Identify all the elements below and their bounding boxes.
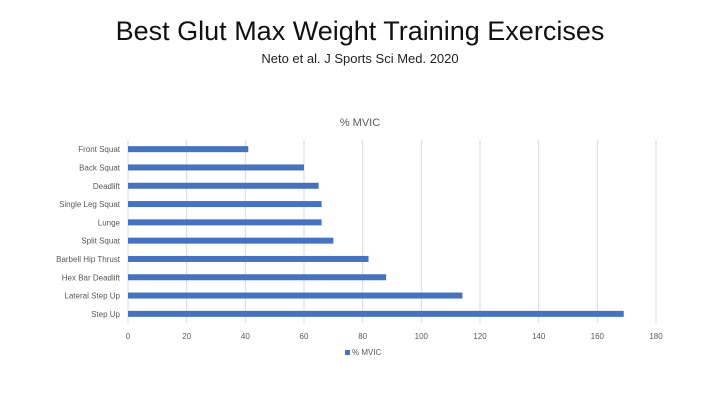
bar (128, 219, 322, 226)
bar (128, 274, 387, 281)
category-label: Deadlift (93, 182, 121, 191)
x-tick-label: 120 (473, 332, 487, 341)
category-label: Lateral Step Up (64, 292, 120, 301)
bar (128, 201, 322, 208)
bar (128, 182, 319, 189)
legend-label: % MVIC (352, 348, 382, 357)
x-tick-label: 0 (126, 332, 131, 341)
category-label: Step Up (91, 310, 120, 319)
chart-title: % MVIC (340, 117, 380, 129)
slide-title: Best Glut Max Weight Training Exercises (115, 16, 605, 46)
legend-swatch (345, 350, 350, 355)
category-label: Back Squat (79, 163, 121, 172)
x-tick-label: 20 (182, 332, 191, 341)
category-labels: Front Squat Back Squat Deadlift Single Leg … (56, 145, 121, 319)
bar (128, 310, 624, 317)
x-tick-label: 100 (415, 332, 429, 341)
category-label: Lunge (98, 218, 121, 227)
bar (128, 164, 304, 171)
x-tick-label: 80 (358, 332, 367, 341)
x-tick-labels: 0 20 40 60 80 100 120 140 160 180 (126, 332, 663, 341)
x-tick-label: 180 (649, 332, 663, 341)
x-tick-label: 60 (300, 332, 309, 341)
slide-subtitle: Neto et al. J Sports Sci Med. 2020 (261, 51, 459, 66)
category-label: Hex Bar Deadlift (62, 273, 121, 282)
bar (128, 146, 249, 153)
x-tick-label: 160 (591, 332, 605, 341)
category-label: Barbell Hip Thrust (56, 255, 121, 264)
x-tick-label: 40 (241, 332, 250, 341)
bar (128, 292, 463, 299)
bar-layer (128, 146, 624, 317)
bar (128, 255, 369, 262)
category-label: Split Squat (81, 237, 120, 246)
bar (128, 237, 334, 244)
category-label: Single Leg Squat (59, 200, 121, 209)
legend: % MVIC (345, 348, 382, 357)
category-label: Front Squat (78, 145, 121, 154)
grid-layer (127, 140, 657, 323)
x-tick-label: 140 (532, 332, 546, 341)
